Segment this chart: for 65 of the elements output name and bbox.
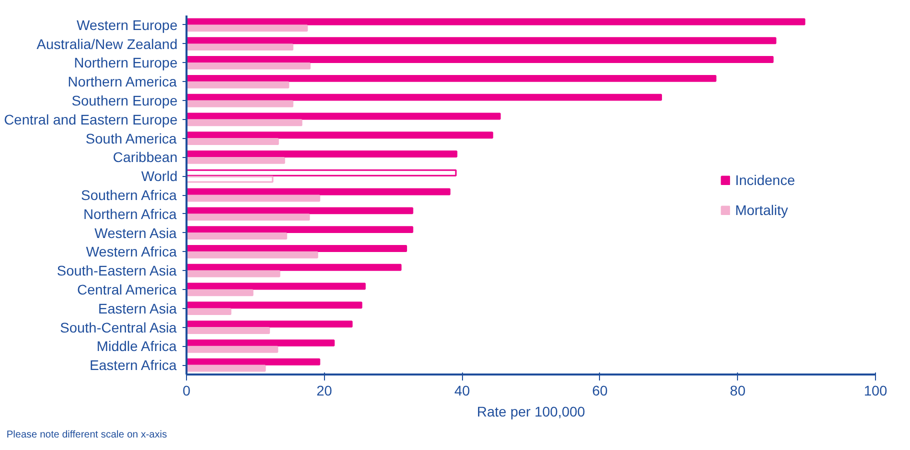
y-tick-label: Northern Europe [74,54,178,71]
bar [186,81,290,88]
x-tick-label: 20 [316,382,332,398]
bar [186,226,414,234]
bar [186,282,366,290]
y-tick-label: Southern Africa [81,187,177,203]
y-tick-label: Eastern Africa [90,357,177,374]
y-tick-label: Middle Africa [96,338,177,354]
bar [186,119,302,126]
y-tick-label: Northern Africa [83,206,177,222]
bar [186,100,294,108]
bar [186,194,320,202]
y-tick-label: Western Asia [94,224,177,241]
bar [186,44,294,51]
bar [186,56,774,64]
bar [186,358,320,366]
x-tick-label: 60 [592,382,608,398]
bar [186,244,408,252]
bar [186,346,278,353]
bar [186,326,270,334]
x-tick-label: 0 [182,382,191,398]
bar [186,112,501,120]
bar [186,37,776,44]
bar [186,150,458,158]
x-tick-label: 40 [454,382,470,398]
y-tick-label: South America [86,130,177,146]
bar [186,289,254,296]
y-tick-label: Central America [77,281,177,298]
bar [186,94,662,101]
y-tick-label: Eastern Asia [98,300,177,316]
bar [186,302,362,309]
y-tick-label: Northern America [68,74,177,90]
bar [186,138,279,146]
bar [186,188,450,196]
legend-label: Incidence [735,172,795,188]
bar [186,74,716,82]
y-tick-label: Central and Eastern Europe [4,111,178,128]
bar [186,339,335,346]
bar [186,364,266,372]
bar [186,232,288,240]
y-tick-label: Western Europe [76,16,178,33]
bar [186,156,286,164]
bar [186,132,494,139]
x-axis-title: Rate per 100,000 [476,404,586,420]
y-tick-label: Australia/New Zealand [36,36,178,52]
y-tick-label: South-Central Asia [60,319,177,336]
bar [186,62,311,70]
y-tick-label: Western Africa [86,244,177,260]
y-tick-label: Southern Europe [72,92,178,109]
y-tick-label: South-Eastern Asia [56,262,177,279]
x-tick-label: 100 [864,382,888,398]
y-tick-label: Caribbean [112,149,178,166]
bar [186,264,402,271]
bar [186,320,353,328]
bar [186,18,806,26]
bar [186,24,308,32]
bar [186,207,414,214]
legend-label: Mortality [735,202,788,218]
bar [186,270,280,278]
y-tick-label: World [141,168,178,184]
bar [186,214,310,221]
bar [186,308,232,316]
text: Please note different scale on x-axis [6,430,167,440]
x-tick-label: 80 [730,382,746,398]
bar [186,251,318,258]
